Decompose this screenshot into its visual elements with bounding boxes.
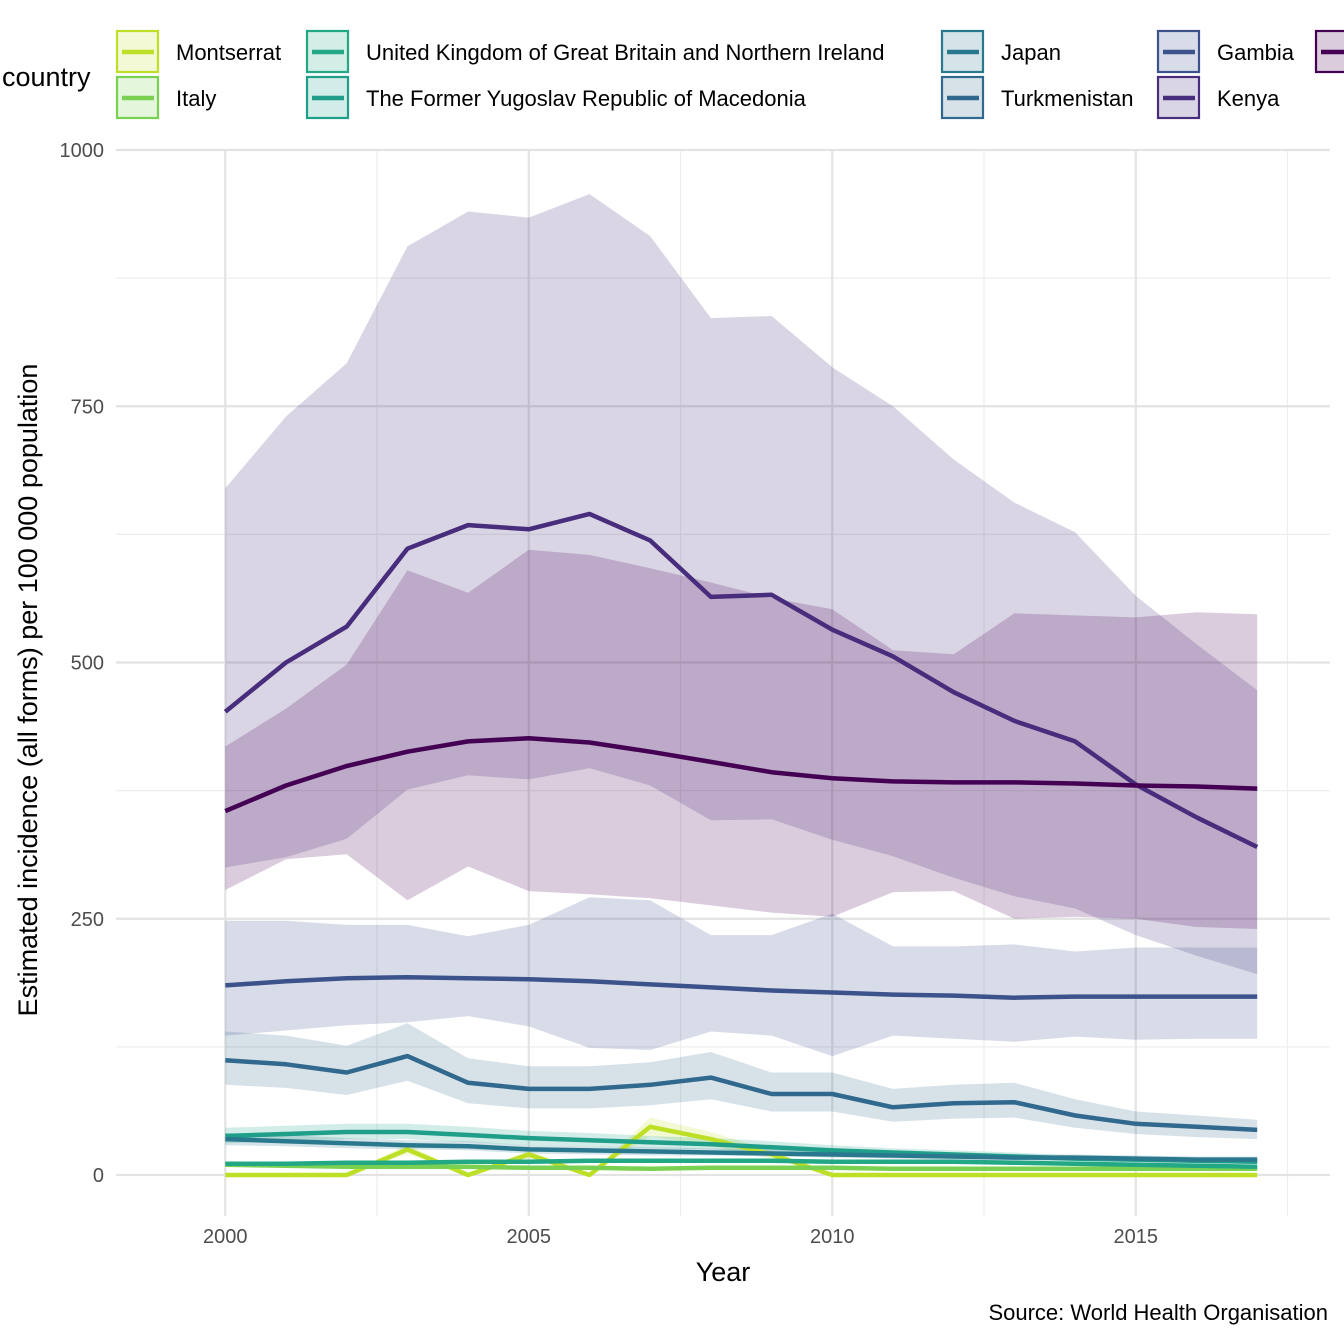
confidence-ribbons <box>225 194 1258 1175</box>
line-series-4 <box>225 1136 1258 1162</box>
line-series-5 <box>225 1053 1258 1133</box>
legend-item[interactable]: United Kingdom of Great Britain and Nort… <box>305 29 885 74</box>
ribbon-series-8 <box>225 549 1258 929</box>
legend-label: Turkmenistan <box>1001 86 1133 111</box>
legend-item[interactable]: Italy <box>115 75 216 120</box>
y-tick-label: 500 <box>71 653 104 675</box>
legend-item[interactable]: The Former Yugoslav Republic of Macedoni… <box>305 75 807 120</box>
line-series-1 <box>225 1162 1258 1172</box>
legend-label: Gambia <box>1217 40 1295 65</box>
ribbon-series-6 <box>225 897 1258 1057</box>
series-lines <box>223 511 1259 1178</box>
caption: Source: World Health Organisation <box>988 1300 1328 1325</box>
y-tick-label: 250 <box>71 909 104 931</box>
x-tick-label: 2015 <box>1114 1226 1159 1248</box>
ribbon-series-5 <box>225 1023 1258 1140</box>
legend-label: Kenya <box>1217 86 1280 111</box>
x-tick-label: 2005 <box>507 1226 552 1248</box>
legend-item[interactable]: Japan <box>940 29 1061 74</box>
legend-label: United Kingdom of Great Britain and Nort… <box>366 40 885 65</box>
legend-label: Italy <box>176 86 216 111</box>
y-tick-label: 0 <box>93 1165 104 1187</box>
line-series-8 <box>224 736 1258 814</box>
y-tick-label: 750 <box>71 396 104 418</box>
x-tick-label: 2000 <box>203 1226 248 1248</box>
legend-item[interactable]: Turkmenistan <box>940 75 1133 120</box>
legend-label: The Former Yugoslav Republic of Macedoni… <box>366 86 807 111</box>
legend-label: Montserrat <box>176 40 281 65</box>
x-tick-label: 2010 <box>810 1226 855 1248</box>
legend-item[interactable]: Montserrat <box>115 29 281 74</box>
y-tick-label: 1000 <box>60 140 105 162</box>
axis-ticks: 2000 2005 2010 2015 0 250 500 750 1000 <box>60 140 1159 1248</box>
legend-title: country <box>2 62 91 92</box>
ribbon-series-7 <box>225 194 1258 975</box>
legend-item[interactable]: Kenya <box>1156 75 1280 120</box>
line-series-2 <box>225 1158 1258 1170</box>
line-series-7 <box>223 511 1259 850</box>
legend: country Montserrat Italy United Kingdom of… <box>2 29 1344 120</box>
legend-item[interactable]: Gambia <box>1156 29 1295 74</box>
legend-item[interactable] <box>1314 29 1344 74</box>
x-axis-title: Year <box>696 1257 751 1287</box>
line-series-6 <box>225 974 1258 1000</box>
y-axis-title: Estimated incidence (all forms) per 100 … <box>13 364 43 1017</box>
legend-label: Japan <box>1001 40 1061 65</box>
